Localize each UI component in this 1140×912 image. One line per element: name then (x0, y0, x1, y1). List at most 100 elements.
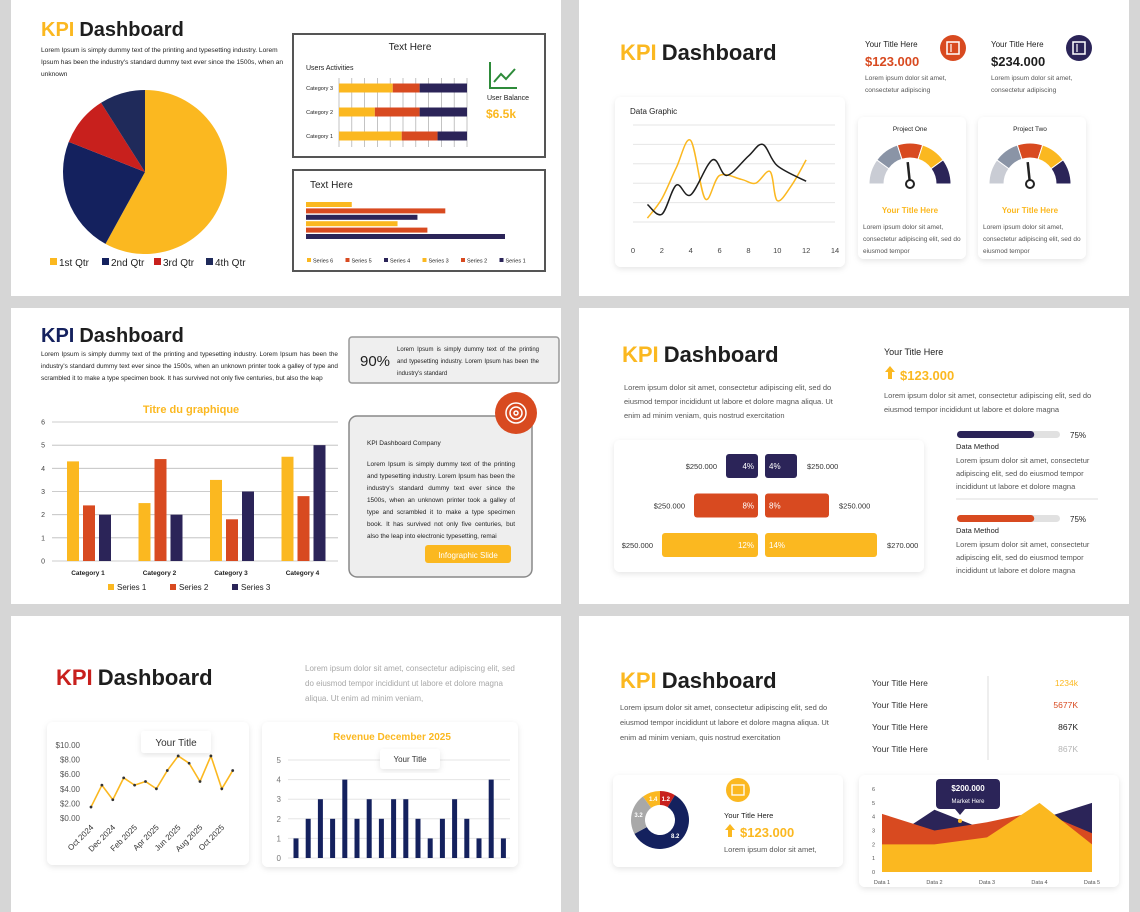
legend-label: 3rd Qtr (163, 258, 195, 269)
bar (170, 514, 183, 561)
line-point (155, 787, 158, 791)
bar (354, 818, 360, 858)
slide-title: KPI Dashboard (41, 325, 184, 347)
bar (427, 838, 433, 858)
bar (210, 479, 222, 561)
slide-title: KPI Dashboard (620, 668, 777, 693)
line-point (176, 754, 180, 758)
y-tick-label: 2 (41, 512, 45, 519)
donut-slice (634, 795, 689, 849)
y-tick-label: 2 (277, 815, 282, 824)
y-tick-label: 6 (41, 420, 45, 427)
y-tick-label: 0 (277, 854, 282, 863)
slide-title: KPI Dashboard (620, 40, 777, 65)
up-arrow (885, 366, 895, 379)
legend-swatch (206, 258, 213, 265)
label: Your Title Here (884, 347, 943, 357)
label: Your Title (155, 738, 197, 749)
legend-label: Series 2 (179, 583, 209, 592)
text-block: Lorem ipsum dolor sit amet, consectetur … (863, 224, 961, 255)
line-point (231, 769, 235, 772)
row-label: Your Title Here (872, 700, 928, 710)
bar-segment (401, 131, 438, 141)
line-point (122, 776, 126, 780)
infographic-button[interactable] (425, 545, 511, 563)
line-point (89, 805, 93, 809)
data-label: 8% (742, 502, 754, 511)
bar (330, 818, 336, 858)
y-tick-label: 0 (872, 870, 875, 876)
bar (306, 227, 428, 233)
line-point (111, 798, 115, 802)
title-rest: Dashboard (662, 40, 777, 65)
bar (439, 818, 445, 858)
line-point (165, 769, 169, 772)
row-label: Your Title Here (872, 722, 928, 732)
progress-fill (957, 431, 1035, 438)
legend-label: Series 1 (117, 583, 147, 592)
bar (281, 456, 294, 561)
bar (305, 818, 311, 858)
row-value: 1234k (1055, 678, 1079, 688)
bar-segment (419, 107, 467, 117)
legend-swatch (154, 258, 161, 265)
paragraph: Lorem Ipsum is simply dummy text of the … (41, 351, 338, 382)
card-icon-glyph (946, 41, 960, 55)
bar (306, 221, 398, 227)
kpi-icon (726, 778, 750, 802)
label: $200.000 (951, 784, 985, 793)
y-tick-label: 4 (41, 466, 45, 473)
legend-swatch (422, 258, 427, 262)
legend-label: 1st Qtr (59, 258, 90, 269)
data-label: 1.2 (662, 797, 671, 803)
company-icon (495, 392, 537, 434)
text-block: Lorem Ipsum is simply dummy text of the … (41, 47, 283, 78)
x-tick-label: 12 (802, 246, 810, 255)
label: $250.000 (622, 541, 653, 550)
text-block: Lorem ipsum dolor sit amet, consectetur … (991, 75, 1072, 94)
kpi-value: $123.000 (900, 368, 954, 383)
title-accent: KPI (620, 40, 657, 65)
title-accent: KPI (56, 665, 93, 690)
chart-icon-arrow (493, 68, 516, 83)
text-block: Lorem ipsum dolor sit amet, consectetur … (620, 703, 829, 742)
company-icon-ring (513, 410, 519, 416)
line-point (144, 780, 147, 783)
x-tick-label: Data 2 (926, 880, 942, 886)
gauge-hub (905, 179, 915, 189)
legend-label: Series 5 (352, 259, 372, 265)
data-label: 8.2 (671, 834, 680, 840)
label: Data Method (956, 526, 999, 535)
data-label: 3.2 (634, 813, 643, 819)
bar-segment (419, 83, 467, 93)
legend-swatch (170, 584, 176, 590)
data-label: 4% (742, 462, 754, 471)
bar (378, 818, 384, 858)
highlight-box (348, 336, 560, 384)
card (47, 722, 249, 865)
legend-swatch (108, 584, 114, 590)
bar (313, 445, 326, 561)
y-tick-label: 5 (277, 756, 282, 765)
pie-slice (68, 102, 145, 172)
x-tick-label: Category 1 (71, 570, 105, 577)
x-tick-label: Data 1 (874, 880, 890, 886)
bar-left (694, 493, 758, 518)
paragraph: Lorem ipsum dolor sit amet, consectetur … (983, 224, 1081, 255)
pie-slice (101, 90, 145, 172)
text-block: Lorem Ipsum is simply dummy text of the … (41, 351, 338, 382)
paragraph: Lorem Ipsum is simply dummy text of the … (397, 347, 539, 377)
bar (317, 799, 323, 858)
bar-right (765, 493, 829, 518)
label: Market Here (951, 799, 985, 805)
data-label: 8% (769, 502, 781, 511)
label: 75% (1070, 515, 1086, 524)
legend-swatch (461, 258, 465, 262)
y-tick-label: $8.00 (60, 756, 81, 765)
bar (138, 503, 151, 561)
button-label[interactable]: Infographic Slide (438, 551, 498, 560)
paragraph: Lorem ipsum dolor sit amet, consectetur … (865, 75, 947, 94)
title-rest: Dashboard (79, 325, 183, 347)
line-point (209, 754, 213, 758)
bar (500, 838, 506, 858)
